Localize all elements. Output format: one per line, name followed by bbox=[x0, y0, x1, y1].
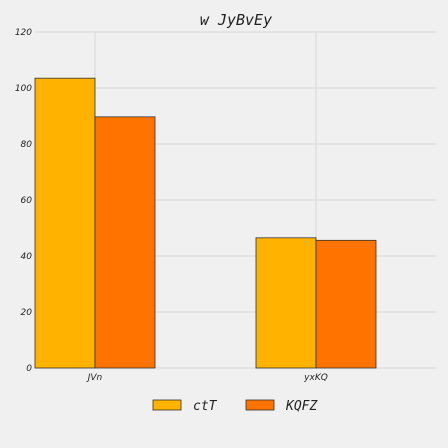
bar-ctT-JVn bbox=[34, 77, 96, 369]
x-tick-label: JVn bbox=[86, 373, 103, 383]
legend-swatch-ctT bbox=[152, 399, 182, 411]
y-tick-label: 20 bbox=[21, 308, 33, 318]
y-tick-label: 120 bbox=[15, 28, 32, 38]
y-axis-ticks: 0 20 40 60 80 100 120 bbox=[15, 28, 32, 374]
legend-swatch-KQFZ bbox=[245, 399, 275, 411]
y-tick-label: 100 bbox=[15, 84, 32, 94]
y-tick-label: 60 bbox=[21, 196, 33, 206]
bars bbox=[34, 77, 377, 369]
bar-KQFZ-JVn bbox=[94, 116, 156, 369]
legend-label-ctT: ctT bbox=[193, 399, 218, 414]
y-tick-label: 80 bbox=[21, 140, 33, 150]
chart-title: w JyBvEy bbox=[200, 11, 272, 29]
y-tick-label: 0 bbox=[26, 364, 32, 374]
x-tick-label: yxKQ bbox=[303, 373, 328, 383]
y-tick-label: 40 bbox=[21, 252, 33, 262]
legend: ctT KQFZ bbox=[152, 399, 318, 414]
legend-label-KQFZ: KQFZ bbox=[285, 399, 318, 414]
x-axis-ticks: JVn yxKQ bbox=[86, 373, 328, 383]
bar-ctT-yxKQ bbox=[255, 237, 317, 369]
bar-KQFZ-yxKQ bbox=[315, 239, 377, 369]
